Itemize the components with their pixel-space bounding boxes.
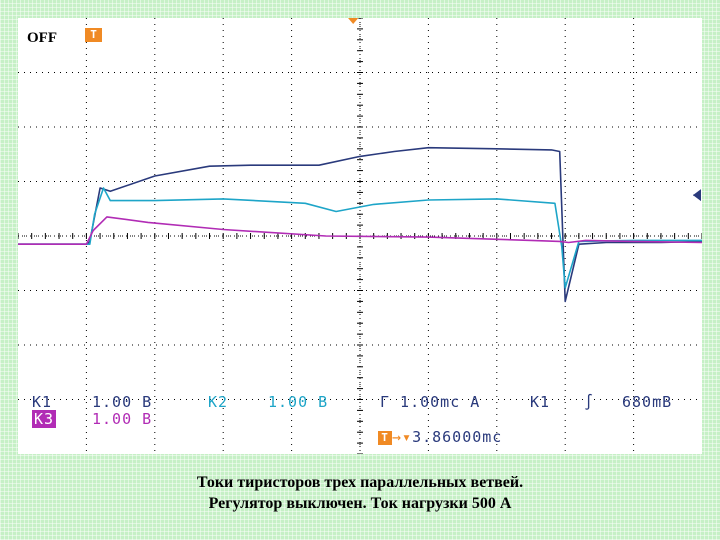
trigger-marker: T — [85, 28, 102, 42]
timebase: Г 1.00mc A — [380, 393, 481, 411]
ch2-name: K2 — [208, 393, 229, 411]
readout-row-1: K1 — [32, 393, 52, 411]
trigger-position-value: 3.86000mc — [412, 428, 503, 446]
ch1-scale: 1.00 В — [92, 393, 153, 411]
mode-label: OFF — [27, 30, 57, 46]
caption-line-2: Регулятор выключен. Ток нагрузки 500 А — [208, 495, 512, 512]
ch1-name: K1 — [32, 393, 53, 411]
trigger-level: 680mB — [622, 393, 673, 411]
trigger-position-arrow-icon: →▾ — [392, 428, 413, 446]
caption-line-1: Токи тиристоров трех параллельных ветвей… — [196, 474, 524, 491]
ch3-name: K3 — [32, 410, 57, 428]
ch2-scale: 1.00 В — [268, 393, 329, 411]
trace-k1 — [18, 146, 702, 303]
waveform-plot — [18, 18, 702, 454]
trace-k2 — [18, 187, 702, 289]
trigger-position-marker: T — [378, 431, 392, 445]
ch3-name-wrap: K3 — [32, 410, 57, 428]
trigger-position-icon — [348, 18, 359, 24]
ch3-scale: 1.00 В — [92, 410, 153, 428]
trigger-position-readout: T →▾3.86000mc — [378, 428, 502, 446]
trigger-slope-icon: ∫ — [584, 393, 595, 411]
trace-k3 — [18, 216, 702, 245]
oscilloscope-screen: OFF T K1 1.00 В K2 1.00 В Г 1.00mc A K1 … — [18, 18, 702, 454]
trigger-source: K1 — [530, 393, 551, 411]
